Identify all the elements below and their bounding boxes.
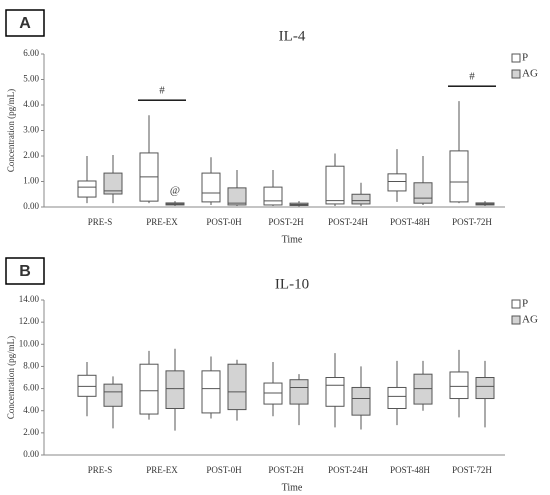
x-tick-label: POST-24H	[328, 217, 368, 227]
legend-label: AG	[522, 68, 538, 80]
box	[289, 379, 309, 405]
box	[263, 186, 283, 206]
panel-label-box	[5, 9, 45, 37]
y-tick-label: 3.00	[23, 125, 39, 135]
y-tick-label: 8.00	[23, 360, 39, 370]
y-tick-label: 2.00	[23, 150, 39, 160]
box	[201, 172, 221, 203]
x-tick-label: PRE-S	[88, 465, 113, 475]
box	[103, 172, 123, 195]
box	[139, 363, 159, 415]
x-axis-label: Time	[282, 234, 303, 245]
legend-swatch	[511, 315, 521, 325]
box	[413, 182, 433, 204]
y-tick-label: 4.00	[23, 405, 39, 415]
x-tick-label: POST-2H	[268, 465, 304, 475]
box	[201, 370, 221, 414]
x-tick-label: POST-0H	[206, 465, 242, 475]
legend-label: P	[522, 52, 528, 64]
x-tick-label: POST-72H	[452, 217, 492, 227]
annotation: #	[469, 71, 475, 83]
panel-label-box	[5, 257, 45, 285]
box	[325, 165, 345, 205]
y-tick-label: 2.00	[23, 427, 39, 437]
y-tick-label: 1.00	[23, 176, 39, 186]
annotation: @	[170, 185, 180, 197]
y-axis-label: Concentration (pg/mL)	[6, 89, 16, 172]
box	[263, 382, 283, 405]
x-tick-label: POST-48H	[390, 217, 430, 227]
x-tick-label: PRE-S	[88, 217, 113, 227]
box	[165, 370, 185, 410]
box	[103, 383, 123, 407]
x-tick-label: PRE-EX	[146, 465, 178, 475]
box	[77, 180, 97, 198]
x-tick-label: POST-48H	[390, 465, 430, 475]
panel-label: A	[19, 15, 31, 32]
box	[351, 193, 371, 205]
y-tick-label: 14.00	[19, 294, 40, 304]
chart-title: IL-10	[275, 276, 309, 292]
box	[227, 187, 247, 206]
y-tick-label: 12.00	[19, 316, 40, 326]
box	[325, 377, 345, 407]
legend-label: P	[522, 298, 528, 310]
x-tick-label: POST-72H	[452, 465, 492, 475]
y-tick-label: 6.00	[23, 48, 39, 58]
legend-swatch	[511, 69, 521, 79]
box	[449, 150, 469, 203]
chart-title: IL-4	[279, 28, 306, 44]
x-tick-label: POST-0H	[206, 217, 242, 227]
legend-swatch	[511, 53, 521, 63]
y-tick-label: 6.00	[23, 383, 39, 393]
x-tick-label: PRE-EX	[146, 217, 178, 227]
y-tick-label: 5.00	[23, 74, 39, 84]
legend-label: AG	[522, 314, 538, 326]
box	[413, 373, 433, 405]
legend-swatch	[511, 299, 521, 309]
y-tick-label: 4.00	[23, 99, 39, 109]
x-axis-label: Time	[282, 482, 303, 493]
box	[351, 386, 371, 416]
box	[387, 386, 407, 410]
y-tick-label: 0.00	[23, 449, 39, 459]
box	[475, 377, 495, 400]
y-axis-label: Concentration (pg/mL)	[6, 336, 16, 419]
x-tick-label: POST-24H	[328, 465, 368, 475]
x-tick-label: POST-2H	[268, 217, 304, 227]
y-tick-label: 0.00	[23, 201, 39, 211]
annotation: #	[159, 85, 165, 97]
box	[77, 374, 97, 397]
box	[449, 371, 469, 400]
panel-label: B	[19, 263, 31, 280]
box	[387, 173, 407, 192]
y-tick-label: 10.00	[19, 338, 40, 348]
box	[227, 363, 247, 411]
